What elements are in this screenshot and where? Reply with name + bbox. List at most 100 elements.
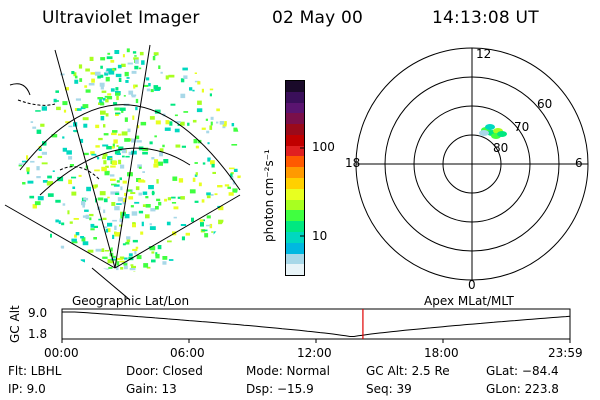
uv-pixel <box>218 219 224 225</box>
uv-pixel <box>112 219 117 222</box>
colorbar-segment <box>286 242 304 254</box>
uv-pixel <box>206 215 211 219</box>
uv-pixel <box>201 127 206 130</box>
uv-pixel <box>149 223 152 226</box>
uv-pixel <box>116 96 119 101</box>
uv-pixel <box>174 121 181 123</box>
uv-pixel <box>105 113 109 117</box>
uv-pixel <box>159 148 164 152</box>
uv-pixel <box>111 202 116 206</box>
uv-pixel <box>83 123 88 128</box>
uv-pixel <box>82 215 88 218</box>
uv-pixel <box>197 81 201 85</box>
uv-pixel <box>132 115 135 120</box>
uv-pixel <box>155 120 161 125</box>
uv-pixel <box>82 117 89 121</box>
uv-pixel <box>80 138 84 143</box>
uv-pixel <box>107 52 111 55</box>
uv-pixel <box>194 80 200 83</box>
uv-pixel <box>150 89 154 93</box>
uv-pixel <box>205 118 208 121</box>
uv-pixel <box>95 145 100 148</box>
uv-pixel <box>90 72 97 75</box>
uv-pixel <box>145 196 149 199</box>
uv-pixel <box>136 140 142 143</box>
uv-pixel <box>82 203 85 208</box>
uv-pixel <box>106 96 113 100</box>
uv-pixel <box>139 51 144 56</box>
uv-pixel <box>237 175 241 179</box>
uv-pixel <box>177 196 181 199</box>
uv-pixel <box>145 214 150 219</box>
uv-pixel <box>118 77 122 82</box>
uv-pixel <box>127 128 131 133</box>
uv-pixel <box>91 153 97 156</box>
uv-pixel <box>90 151 95 155</box>
uv-pixel <box>193 139 198 144</box>
uv-pixel <box>180 196 185 200</box>
colorbar-segment <box>286 102 304 114</box>
uv-pixel <box>201 88 204 93</box>
colorbar-segment <box>286 264 304 276</box>
uv-pixel <box>131 265 136 269</box>
uv-pixel <box>134 251 137 255</box>
uv-pixel <box>210 116 214 120</box>
uv-pixel <box>120 164 125 169</box>
uv-pixel <box>102 217 107 220</box>
uv-pixel <box>148 83 151 87</box>
uv-pixel <box>143 84 149 87</box>
uv-pixel <box>106 56 113 60</box>
uv-pixel <box>100 116 105 121</box>
uv-pixel <box>91 78 95 83</box>
colorbar-segment <box>286 156 304 168</box>
mlt-label-6: 6 <box>575 156 583 170</box>
uv-pixel <box>114 150 121 155</box>
timeline-frame <box>61 308 571 340</box>
uv-pixel <box>73 218 79 220</box>
uv-pixel <box>107 93 112 96</box>
uv-pixel <box>195 172 198 176</box>
uv-pixel <box>194 72 197 74</box>
uv-pixel <box>121 148 127 154</box>
uv-pixel <box>212 171 216 174</box>
uv-pixel <box>47 181 54 184</box>
uv-pixel <box>29 195 35 199</box>
timeline-xtick-0: 00:00 <box>44 346 79 360</box>
uv-pixel <box>78 174 82 177</box>
uv-pixel <box>194 174 198 177</box>
uv-pixel <box>41 162 48 165</box>
uv-pixel <box>116 145 119 147</box>
uv-pixel <box>167 240 172 243</box>
uv-pixel <box>191 217 194 222</box>
uv-pixel <box>119 260 125 263</box>
uv-pixel <box>73 72 77 77</box>
uv-pixel <box>119 256 125 260</box>
uv-pixel <box>222 126 226 129</box>
uv-pixel <box>98 137 103 141</box>
uv-pixel <box>101 166 107 172</box>
uv-pixel <box>183 75 188 79</box>
uv-pixel <box>121 63 126 67</box>
uv-pixel <box>115 191 120 194</box>
uv-pixel <box>103 133 109 136</box>
uv-pixel <box>105 98 109 103</box>
uv-pixel <box>120 214 123 219</box>
uv-pixel <box>112 255 116 258</box>
uv-pixel <box>172 176 178 181</box>
uv-pixel <box>162 144 165 148</box>
uv-pixel <box>116 261 120 266</box>
uv-pixel <box>41 151 47 155</box>
aurora-pixel <box>485 124 495 130</box>
uv-pixel <box>94 184 98 188</box>
uv-pixel <box>149 141 153 145</box>
uv-pixel <box>128 196 134 200</box>
colorbar-segment <box>286 221 304 232</box>
uv-pixel <box>104 72 109 76</box>
uv-pixel <box>164 198 168 202</box>
uv-pixel <box>128 253 133 257</box>
uv-pixel <box>36 176 41 179</box>
uv-pixel <box>84 209 89 212</box>
uv-pixel <box>165 75 169 80</box>
uv-pixel <box>62 136 65 139</box>
